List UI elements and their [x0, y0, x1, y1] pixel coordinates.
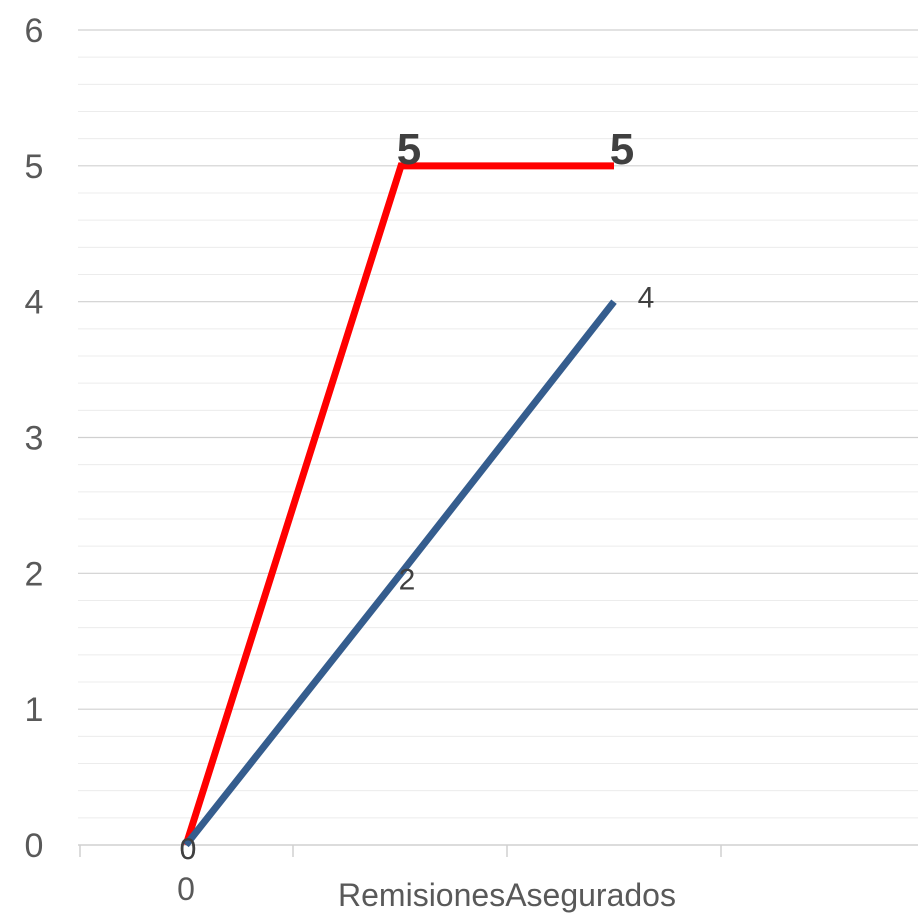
x-axis: 0 RemisionesAsegurados	[78, 844, 918, 913]
x-tick-label: 0	[177, 871, 195, 907]
y-tick-label: 4	[25, 284, 44, 322]
series-group	[182, 162, 617, 848]
data-label: 0	[180, 833, 197, 866]
data-label: 5	[610, 125, 634, 174]
data-label: 5	[397, 125, 421, 174]
y-tick-label: 0	[25, 827, 44, 865]
y-tick-label: 2	[25, 555, 44, 593]
y-tick-label: 6	[25, 12, 44, 50]
y-tick-label: 1	[25, 691, 44, 729]
series-line-1	[182, 162, 614, 847]
y-tick-label: 3	[25, 420, 44, 458]
x-tick-label: RemisionesAsegurados	[338, 877, 676, 913]
data-label: 2	[399, 563, 416, 596]
y-tick-label: 5	[25, 148, 44, 186]
gridlines	[78, 29, 918, 819]
y-axis: 0 1 2 3 4 5 6	[25, 12, 44, 865]
series-line-2	[183, 299, 617, 848]
data-label: 4	[638, 282, 655, 315]
data-label: 0	[180, 833, 197, 866]
